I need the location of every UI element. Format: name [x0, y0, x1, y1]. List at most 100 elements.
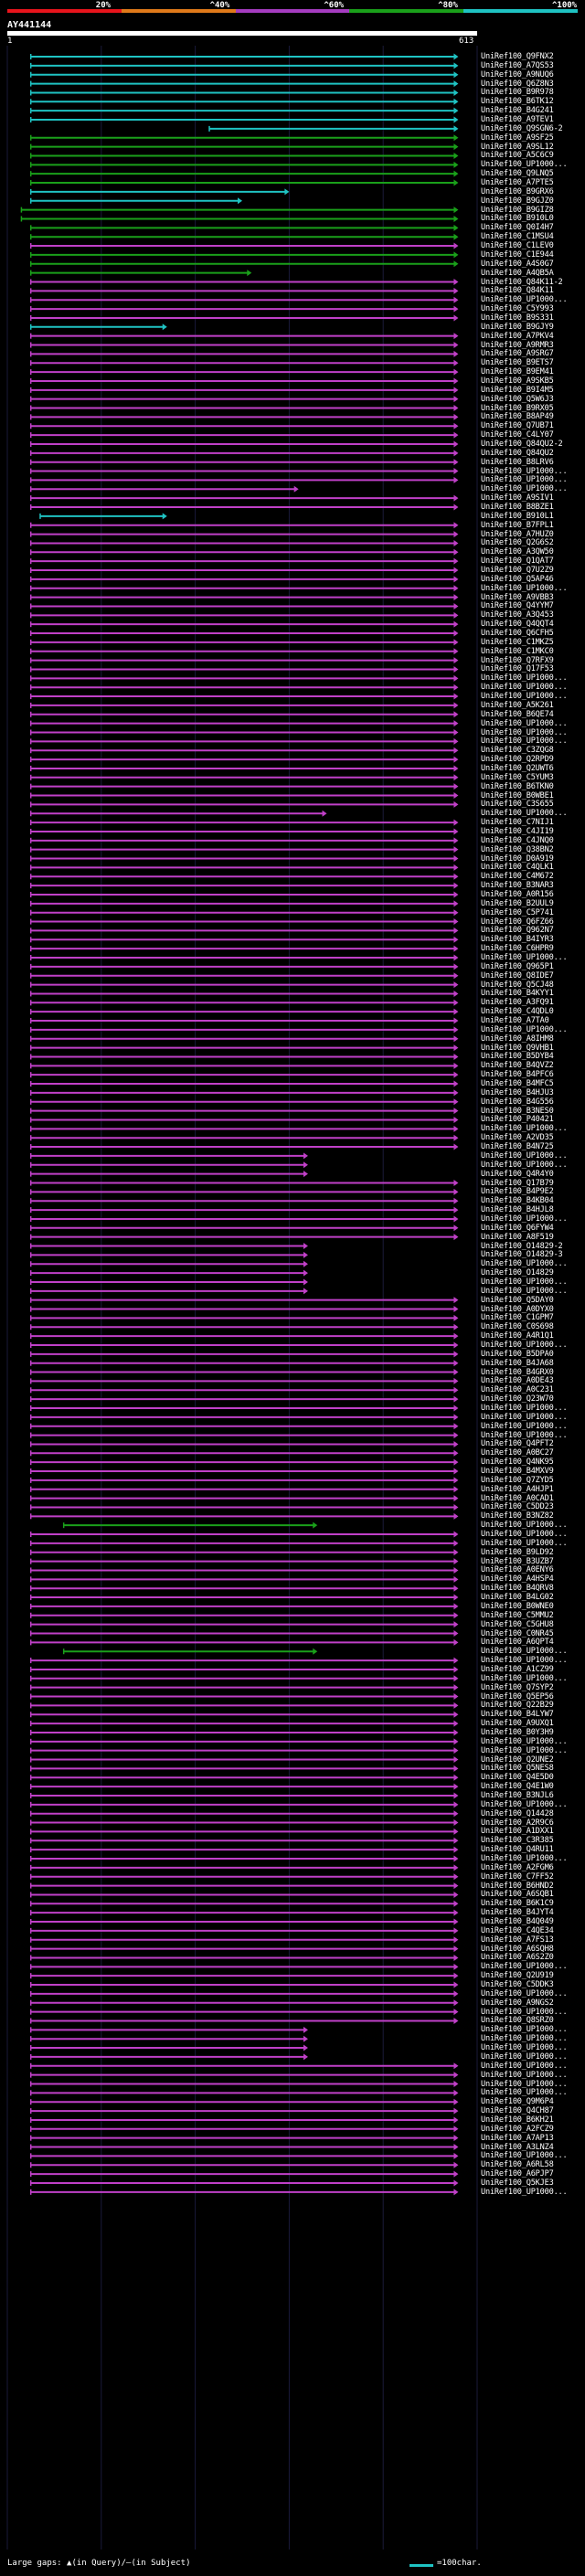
hit-label[interactable]: UniRef100_A8F519 [481, 1232, 554, 1242]
hit-label[interactable]: UniRef100_B9RX05 [481, 403, 554, 413]
hit-label[interactable]: UniRef100_B6K1C9 [481, 1899, 554, 1909]
hit-label[interactable]: UniRef100_UP1000... [481, 2043, 568, 2053]
hit-label[interactable]: UniRef100_A6PJP7 [481, 2169, 554, 2179]
hit-label[interactable]: UniRef100_C1MSU4 [481, 232, 554, 242]
hit-label[interactable]: UniRef100_A0DYX0 [481, 1304, 554, 1314]
hit-label[interactable]: UniRef100_UP1000... [481, 1745, 568, 1755]
hit-label[interactable]: UniRef100_A6QPT4 [481, 1638, 554, 1648]
hit-label[interactable]: UniRef100_UP1000... [481, 1799, 568, 1809]
hit-label[interactable]: UniRef100_A0BC27 [481, 1448, 554, 1458]
hit-label[interactable]: UniRef100_Q6CFH5 [481, 629, 554, 639]
hit-label[interactable]: UniRef100_Q84QU2 [481, 448, 554, 458]
hit-label[interactable]: UniRef100_UP1000... [481, 1024, 568, 1034]
hit-label[interactable]: UniRef100_B3NES0 [481, 1106, 554, 1116]
hit-label[interactable]: UniRef100_B6KH21 [481, 2115, 554, 2125]
hit-label[interactable]: UniRef100_UP1000... [481, 1673, 568, 1683]
hit-label[interactable]: UniRef100_A5C6C9 [481, 151, 554, 161]
hit-label[interactable]: UniRef100_B9GRX6 [481, 186, 554, 196]
hit-label[interactable]: UniRef100_C1E944 [481, 249, 554, 260]
hit-label[interactable]: UniRef100_UP1000... [481, 1150, 568, 1161]
hit-label[interactable]: UniRef100_B4JYT4 [481, 1908, 554, 1918]
hit-label[interactable]: UniRef100_C5DD23 [481, 1502, 554, 1512]
hit-label[interactable]: UniRef100_Q965P1 [481, 961, 554, 971]
hit-label[interactable]: UniRef100_A7QS53 [481, 60, 554, 70]
hit-label[interactable]: UniRef100_Q84K11-2 [481, 277, 563, 287]
hit-label[interactable]: UniRef100_B4QVZ2 [481, 1061, 554, 1071]
hit-label[interactable]: UniRef100_B4JA68 [481, 1358, 554, 1368]
hit-label[interactable]: UniRef100_O14829 [481, 1268, 554, 1278]
hit-label[interactable]: UniRef100_B9ETS7 [481, 358, 554, 368]
hit-label[interactable]: UniRef100_UP1000... [481, 953, 568, 962]
hit-label[interactable]: UniRef100_C1MKZ5 [481, 637, 554, 647]
hit-label[interactable]: UniRef100_A6S2Z0 [481, 1953, 554, 1963]
hit-label[interactable]: UniRef100_UP1000... [481, 809, 568, 819]
hit-label[interactable]: UniRef100_A8IHM8 [481, 1034, 554, 1044]
hit-label[interactable]: UniRef100_C3S655 [481, 800, 554, 810]
hit-label[interactable]: UniRef100_B8AP49 [481, 412, 554, 422]
hit-label[interactable]: UniRef100_C7FF52 [481, 1871, 554, 1882]
hit-label[interactable]: UniRef100_Q7RFX9 [481, 655, 554, 665]
hit-label[interactable]: UniRef100_A3Q453 [481, 610, 554, 620]
hit-label[interactable]: UniRef100_UP1000... [481, 484, 568, 494]
hit-label[interactable]: UniRef100_A9UXQ1 [481, 1719, 554, 1729]
hit-label[interactable]: UniRef100_O14829-3 [481, 1250, 563, 1260]
hit-label[interactable]: UniRef100_B4QRV8 [481, 1584, 554, 1594]
hit-label[interactable]: UniRef100_UP1000... [481, 2007, 568, 2017]
hit-label[interactable]: UniRef100_B910L0 [481, 214, 554, 224]
hit-label[interactable]: UniRef100_UP1000... [481, 2151, 568, 2161]
hit-label[interactable]: UniRef100_Q4NK95 [481, 1458, 554, 1468]
hit-label[interactable]: UniRef100_A1CZ99 [481, 1664, 554, 1674]
hit-label[interactable]: UniRef100_B3NJL6 [481, 1790, 554, 1800]
hit-label[interactable]: UniRef100_A4HJP1 [481, 1484, 554, 1494]
hit-label[interactable]: UniRef100_Q23W70 [481, 1394, 554, 1405]
hit-label[interactable]: UniRef100_C4QE34 [481, 1925, 554, 1935]
hit-label[interactable]: UniRef100_O14829-2 [481, 1241, 563, 1251]
hit-label[interactable]: UniRef100_UP1000... [481, 1521, 568, 1531]
hit-label[interactable]: UniRef100_A0ENY6 [481, 1565, 554, 1575]
hit-label[interactable]: UniRef100_A9SF25 [481, 133, 554, 143]
hit-label[interactable]: UniRef100_Q9M6P4 [481, 2097, 554, 2107]
hit-label[interactable]: UniRef100_Q1QAT7 [481, 557, 554, 567]
hit-label[interactable]: UniRef100_C5Y993 [481, 304, 554, 314]
hit-label[interactable]: UniRef100_Q7SYP2 [481, 1682, 554, 1692]
hit-label[interactable]: UniRef100_UP1000... [481, 1962, 568, 1972]
hit-label[interactable]: UniRef100_C4JNQ0 [481, 835, 554, 845]
hit-label[interactable]: UniRef100_Q7U2Z9 [481, 566, 554, 576]
hit-label[interactable]: UniRef100_Q9FNX2 [481, 52, 554, 61]
hit-label[interactable]: UniRef100_UP1000... [481, 1854, 568, 1863]
hit-label[interactable]: UniRef100_B4KB04 [481, 1196, 554, 1206]
hit-label[interactable]: UniRef100_UP1000... [481, 1647, 568, 1657]
hit-label[interactable]: UniRef100_A0R156 [481, 889, 554, 899]
hit-label[interactable]: UniRef100_A7FS13 [481, 1935, 554, 1945]
hit-label[interactable]: UniRef100_B4P9E2 [481, 1187, 554, 1197]
hit-label[interactable]: UniRef100_Q7UB71 [481, 421, 554, 431]
hit-label[interactable]: UniRef100_B4KYY1 [481, 989, 554, 999]
hit-label[interactable]: UniRef100_Q2RPD9 [481, 755, 554, 765]
hit-label[interactable]: UniRef100_UP1000... [481, 1277, 568, 1287]
hit-label[interactable]: UniRef100_UP1000... [481, 1530, 568, 1540]
hit-label[interactable]: UniRef100_A6RL58 [481, 2160, 554, 2170]
hit-label[interactable]: UniRef100_A4HSP4 [481, 1574, 554, 1585]
hit-label[interactable]: UniRef100_C5MMU2 [481, 1610, 554, 1620]
hit-label[interactable]: UniRef100_Q2U919 [481, 1971, 554, 1981]
hit-label[interactable]: UniRef100_UP1000... [481, 2088, 568, 2098]
hit-label[interactable]: UniRef100_A4S0G7 [481, 259, 554, 269]
hit-label[interactable]: UniRef100_Q6FZ66 [481, 917, 554, 927]
hit-label[interactable]: UniRef100_B6TKN0 [481, 781, 554, 791]
hit-label[interactable]: UniRef100_B9EM41 [481, 367, 554, 377]
hit-label[interactable]: UniRef100_Q8SRZ0 [481, 2016, 554, 2026]
hit-label[interactable]: UniRef100_B910L1 [481, 511, 554, 521]
hit-label[interactable]: UniRef100_A0CAD1 [481, 1493, 554, 1503]
hit-label[interactable]: UniRef100_Q9LNQ5 [481, 169, 554, 179]
hit-label[interactable]: UniRef100_B0WBE1 [481, 790, 554, 800]
hit-label[interactable]: UniRef100_C5YUM3 [481, 772, 554, 782]
hit-label[interactable]: UniRef100_Q84QU2-2 [481, 439, 563, 449]
hit-label[interactable]: UniRef100_UP1000... [481, 683, 568, 693]
hit-label[interactable]: UniRef100_UP1000... [481, 466, 568, 476]
hit-label[interactable]: UniRef100_Q4QQT4 [481, 620, 554, 630]
hit-label[interactable]: UniRef100_B3UZB7 [481, 1556, 554, 1566]
hit-label[interactable]: UniRef100_B4G241 [481, 106, 554, 116]
hit-label[interactable]: UniRef100_UP1000... [481, 2070, 568, 2080]
hit-label[interactable]: UniRef100_Q4E5D0 [481, 1773, 554, 1783]
hit-label[interactable]: UniRef100_Q8IDE7 [481, 970, 554, 981]
